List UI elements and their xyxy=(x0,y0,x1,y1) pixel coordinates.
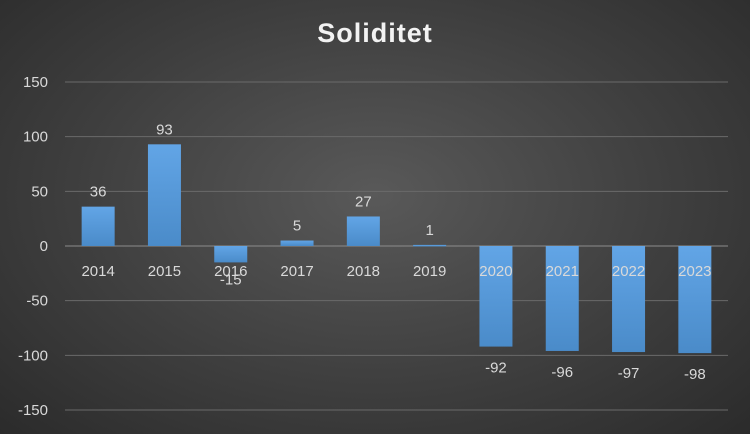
x-tick-label: 2023 xyxy=(678,263,711,280)
bar xyxy=(612,246,646,353)
bar xyxy=(214,246,248,263)
bar xyxy=(280,240,314,246)
bar xyxy=(346,216,380,246)
data-label: -97 xyxy=(618,365,640,382)
y-tick-label: 50 xyxy=(31,183,48,200)
data-label: -98 xyxy=(684,366,706,383)
x-tick-label: 2022 xyxy=(612,263,645,280)
y-tick-label: -100 xyxy=(18,347,48,364)
x-tick-label: 2019 xyxy=(413,263,446,280)
bar xyxy=(413,244,447,247)
y-tick-label: 0 xyxy=(40,238,48,255)
x-tick-label: 2018 xyxy=(347,263,380,280)
bar xyxy=(81,206,115,246)
x-tick-label: 2015 xyxy=(148,263,181,280)
y-tick-label: -150 xyxy=(18,402,48,419)
data-label: 36 xyxy=(90,184,107,201)
data-label: -96 xyxy=(551,364,573,381)
x-tick-label: 2016 xyxy=(214,263,247,280)
y-tick-label: -50 xyxy=(26,293,48,310)
data-label: -15 xyxy=(220,271,242,288)
chart-title: Soliditet xyxy=(317,18,433,48)
data-label: 5 xyxy=(293,218,301,235)
bar xyxy=(147,144,181,246)
bar xyxy=(678,246,712,354)
bar xyxy=(545,246,579,351)
data-label: -92 xyxy=(485,360,507,377)
y-tick-label: 100 xyxy=(23,129,48,146)
x-tick-label: 2014 xyxy=(81,263,114,280)
x-tick-label: 2017 xyxy=(280,263,313,280)
data-label: 1 xyxy=(425,222,433,239)
data-label: 27 xyxy=(355,193,372,210)
data-label: 93 xyxy=(156,121,173,138)
y-tick-label: 150 xyxy=(23,74,48,91)
bar xyxy=(479,246,513,347)
x-tick-label: 2020 xyxy=(479,263,512,280)
x-tick-label: 2021 xyxy=(546,263,579,280)
